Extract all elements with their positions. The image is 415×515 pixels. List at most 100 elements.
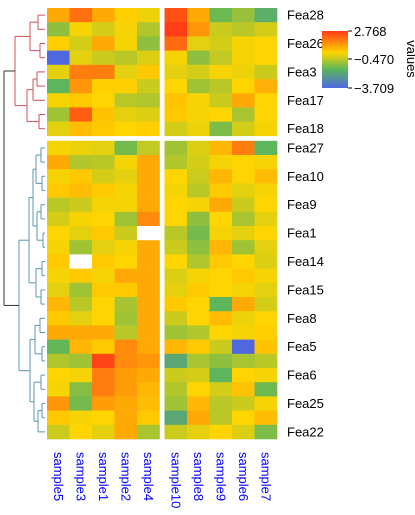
heatmap-cell-r10-c8 — [232, 155, 255, 170]
heatmap-cell-r10-c2 — [92, 155, 115, 170]
heatmap-cell-r21-c1 — [69, 311, 93, 326]
heatmap-cell-r11-c7 — [209, 169, 233, 184]
row-label: Fea3 — [287, 64, 317, 79]
row-labels: Fea28 Fea26 Fea3 Fea17 Fea18 Fea27 Fea10 Fea9 Fe… — [287, 8, 324, 440]
heatmap-cell-r11-c1 — [69, 169, 93, 184]
heatmap-cell-r24-c6 — [187, 353, 210, 369]
heatmap-cell-r25-c2 — [92, 368, 115, 383]
heatmap-cell-r13-c2 — [92, 197, 115, 213]
heatmap-cell-r10-c5 — [164, 155, 188, 170]
column-label-sample5: sample5 — [51, 452, 66, 501]
heatmap-cell-r12-c3 — [114, 183, 138, 198]
heatmap-cell-r3-c0 — [47, 50, 70, 66]
heatmap-cell-r28-c2 — [92, 410, 115, 426]
heatmap-cell-r6-c4 — [137, 93, 160, 108]
heatmap-cell-r18-c6 — [187, 268, 210, 284]
heatmap-cell-r0-c4 — [137, 8, 160, 23]
heatmap-cell-r14-c1 — [69, 211, 93, 227]
heatmap-cell-r3-c1 — [69, 50, 93, 66]
heatmap-cell-r28-c5 — [164, 410, 188, 426]
heatmap-cell-r17-c7 — [209, 254, 233, 269]
heatmap-cell-r26-c3 — [114, 382, 138, 397]
heatmap-cell-r11-c8 — [232, 169, 255, 184]
heatmap-cell-r28-c8 — [232, 410, 255, 426]
heatmap-cell-r7-c1 — [69, 107, 93, 122]
heatmap-cell-r2-c3 — [114, 36, 138, 51]
heatmap-cell-r21-c7 — [209, 311, 233, 326]
row-label: Fea18 — [287, 121, 324, 136]
row-label: Fea1 — [287, 226, 317, 241]
heatmap-cell-r5-c2 — [92, 79, 115, 94]
row-label: Fea8 — [287, 311, 317, 326]
heatmap-cell-r25-c1 — [69, 368, 93, 383]
heatmap-cell-r1-c2 — [92, 22, 115, 37]
column-label-sample7: sample7 — [258, 452, 273, 501]
heatmap-cell-r24-c1 — [69, 353, 93, 369]
heatmap-cell-r3-c6 — [187, 50, 210, 66]
heatmap-cell-r23-c4 — [137, 339, 160, 355]
heatmap-cells — [47, 8, 278, 440]
heatmap-cell-r3-c3 — [114, 50, 138, 66]
heatmap-cell-r12-c9 — [254, 183, 278, 198]
heatmap-cell-r16-c1 — [69, 240, 93, 255]
heatmap-cell-r9-c3 — [114, 140, 138, 156]
column-labels: sample5 sample3 sample1 sample2 sample4 sampl… — [51, 452, 273, 508]
heatmap-cell-r13-c6 — [187, 197, 210, 213]
heatmap-cell-r13-c5 — [164, 197, 188, 213]
row-label: Fea9 — [287, 197, 317, 212]
column-label-sample2: sample2 — [118, 452, 133, 501]
heatmap-cell-r15-c5 — [164, 226, 188, 241]
heatmap-cell-r6-c3 — [114, 93, 138, 108]
heatmap-cell-r27-c0 — [47, 396, 70, 411]
heatmap-cell-r11-c0 — [47, 169, 70, 184]
heatmap-cell-r8-c6 — [187, 121, 210, 137]
heatmap-cell-r27-c2 — [92, 396, 115, 411]
heatmap-cell-r22-c7 — [209, 325, 233, 340]
heatmap-cell-r17-c1 — [69, 254, 93, 269]
heatmap-cell-r23-c2 — [92, 339, 115, 355]
heatmap-cell-r25-c5 — [164, 368, 188, 383]
heatmap-cell-r28-c0 — [47, 410, 70, 426]
heatmap-cell-r20-c2 — [92, 297, 115, 312]
column-label-sample3: sample3 — [73, 452, 88, 501]
heatmap-cell-r8-c8 — [232, 121, 255, 137]
heatmap-cell-r1-c9 — [254, 22, 278, 37]
heatmap-cell-r17-c0 — [47, 254, 70, 269]
heatmap-cell-r29-c0 — [47, 424, 70, 440]
heatmap-cell-r24-c2 — [92, 353, 115, 369]
heatmap-cell-r22-c8 — [232, 325, 255, 340]
heatmap-cell-r28-c4 — [137, 410, 160, 426]
color-legend: 2.768 −0.470 −3.709 values — [322, 24, 415, 96]
heatmap-cell-r17-c6 — [187, 254, 210, 269]
heatmap-cell-r15-c4 — [137, 226, 160, 241]
heatmap-cell-r13-c9 — [254, 197, 278, 213]
column-label-sample9: sample9 — [213, 452, 228, 501]
heatmap-cell-r0-c6 — [187, 8, 210, 23]
heatmap-cell-r26-c2 — [92, 382, 115, 397]
heatmap-cell-r29-c2 — [92, 424, 115, 440]
heatmap-cell-r14-c7 — [209, 211, 233, 227]
heatmap-cell-r8-c3 — [114, 121, 138, 137]
heatmap-cell-r24-c8 — [232, 353, 255, 369]
heatmap-cell-r23-c5 — [164, 339, 188, 355]
heatmap-cell-r25-c7 — [209, 368, 233, 383]
heatmap-cell-r4-c8 — [232, 64, 255, 80]
heatmap-cell-r4-c4 — [137, 64, 160, 80]
heatmap-cell-r21-c5 — [164, 311, 188, 326]
heatmap-cell-r17-c8 — [232, 254, 255, 269]
row-label: Fea15 — [287, 282, 324, 297]
heatmap-cell-r10-c6 — [187, 155, 210, 170]
heatmap-cell-r12-c6 — [187, 183, 210, 198]
heatmap-cell-r11-c9 — [254, 169, 278, 184]
heatmap-cell-r0-c5 — [164, 8, 188, 23]
row-label: Fea14 — [287, 254, 324, 269]
heatmap-cell-r19-c5 — [164, 282, 188, 298]
heatmap-cell-r6-c6 — [187, 93, 210, 108]
heatmap-cell-r26-c0 — [47, 382, 70, 397]
heatmap-cell-r27-c9 — [254, 396, 278, 411]
heatmap-cell-r14-c8 — [232, 211, 255, 227]
heatmap-cell-r29-c3 — [114, 424, 138, 440]
heatmap-cell-r6-c0 — [47, 93, 70, 108]
heatmap-cell-r18-c9 — [254, 268, 278, 284]
heatmap-cell-r13-c4 — [137, 197, 160, 213]
